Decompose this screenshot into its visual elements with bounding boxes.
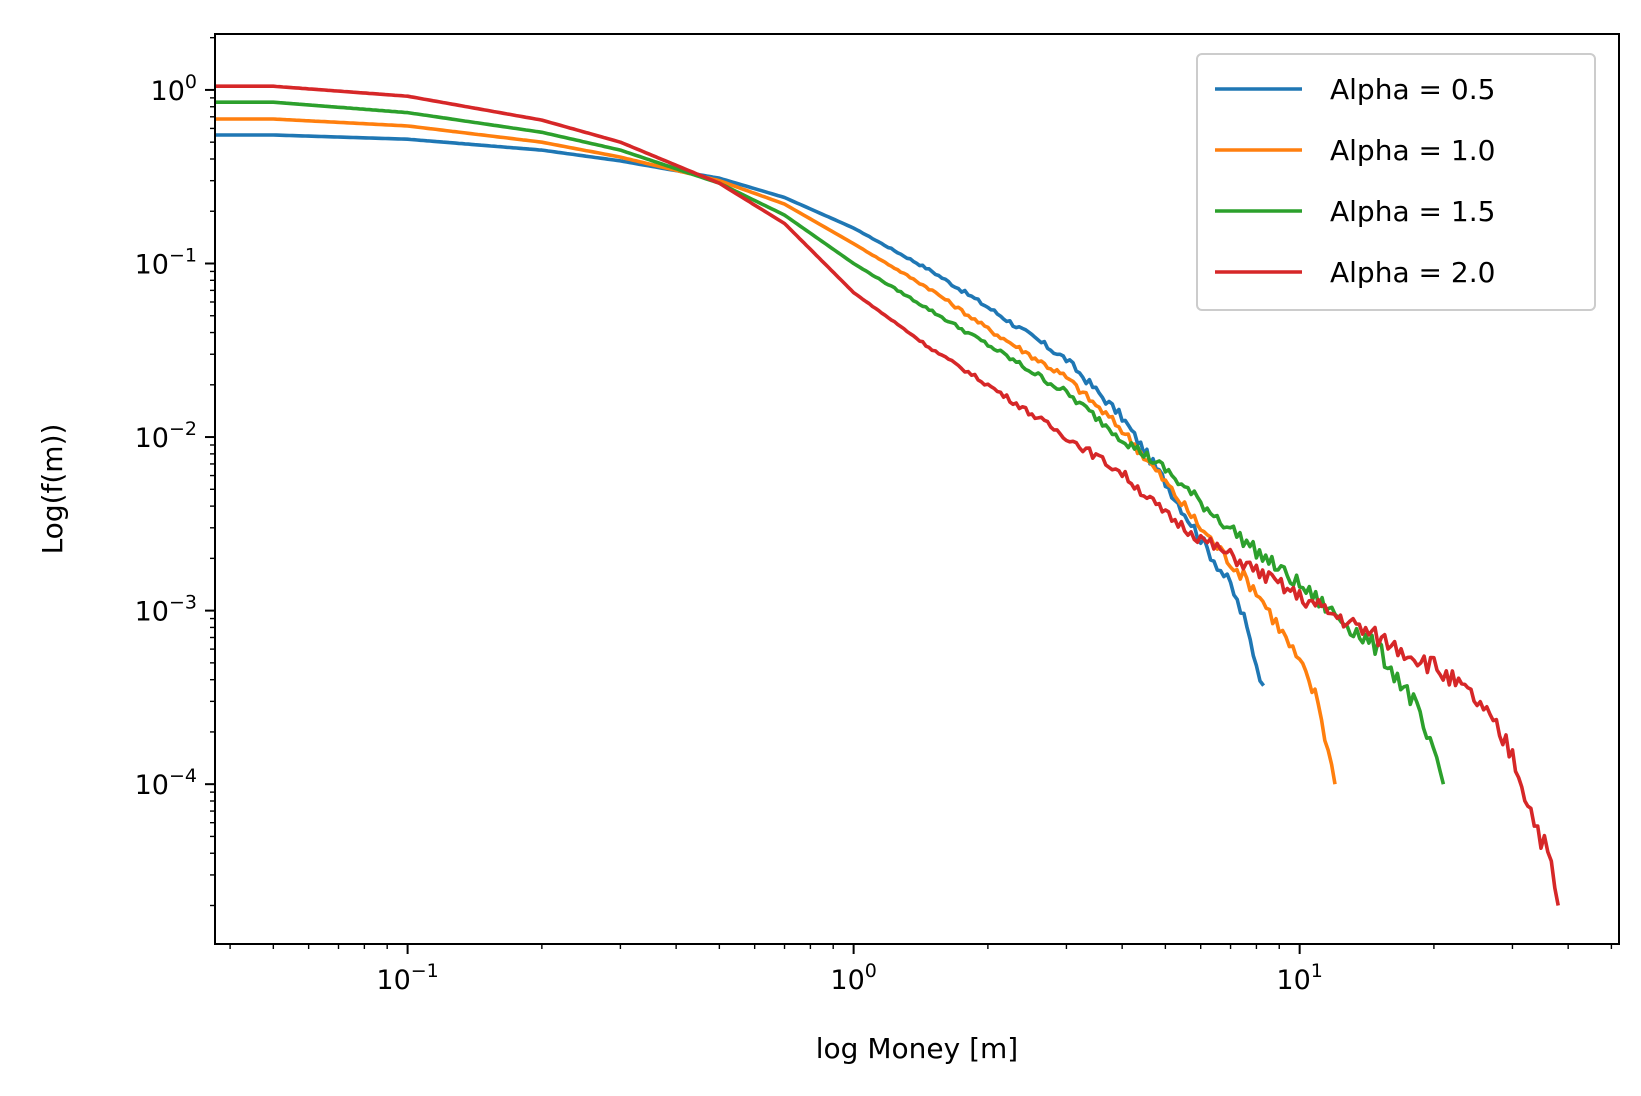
y-tick-label: 10−2	[135, 418, 197, 454]
legend-label-1: Alpha = 0.5	[1330, 73, 1495, 106]
series-line-2	[215, 117, 1337, 785]
legend-label-2: Alpha = 1.0	[1330, 134, 1495, 167]
x-tick-label: 10−1	[376, 960, 438, 996]
y-tick-label: 10−1	[135, 244, 197, 280]
series-line-3	[215, 100, 1446, 785]
legend-box	[1196, 53, 1596, 311]
y-tick-label: 10−3	[135, 592, 197, 628]
y-tick-label: 100	[151, 71, 197, 107]
legend-label-4: Alpha = 2.0	[1330, 256, 1495, 289]
y-tick-label: 10−4	[135, 765, 197, 801]
y-axis: 100 10−1 10−2 10−3 10−4	[135, 36, 215, 907]
x-tick-label: 100	[830, 960, 876, 996]
x-axis-label: log Money [m]	[816, 1032, 1018, 1065]
legend: Alpha = 0.5 Alpha = 1.0 Alpha = 1.5 Alpha =…	[1196, 53, 1596, 311]
y-axis-label: Log(f(m))	[36, 424, 69, 555]
legend-label-3: Alpha = 1.5	[1330, 195, 1495, 228]
series-group	[215, 84, 1560, 906]
x-tick-label: 101	[1276, 960, 1322, 996]
series-line-1	[215, 133, 1266, 687]
series-line-4	[215, 84, 1560, 906]
x-axis: 10−1 100 101	[229, 944, 1613, 996]
